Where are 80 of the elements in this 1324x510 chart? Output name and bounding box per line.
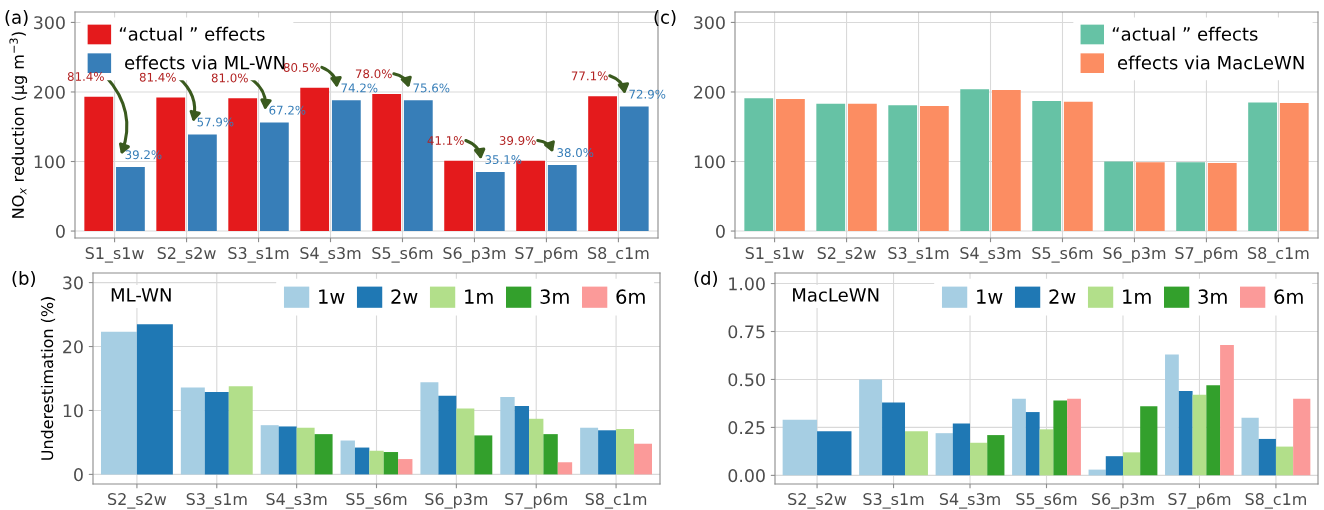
y-tick-label: 100 — [34, 155, 65, 169]
x-tick-label: S7_p6m — [515, 247, 578, 263]
legend-label: 1m — [1123, 289, 1151, 304]
y-tick-label: 300 — [34, 16, 65, 30]
chart-title: (d) — [694, 271, 717, 288]
annotation: MacLeWN — [793, 288, 879, 302]
annotation: 80.5% — [283, 63, 320, 72]
x-tick-label: S8_c1m — [588, 247, 649, 263]
legend-label: 6m — [616, 289, 645, 304]
x-tick-label: S3_s1m — [888, 247, 949, 263]
annotation: 75.6% — [413, 83, 450, 93]
y-tick-label: 0.75 — [728, 325, 765, 339]
annotation: 35.1% — [485, 155, 522, 164]
y-tick-label: 0.25 — [728, 421, 765, 435]
y-tick-label: 200 — [34, 85, 65, 99]
annotation: 72.9% — [629, 89, 666, 99]
x-tick-label: S6_p3m — [443, 247, 506, 263]
x-tick-label: S2_s2w — [788, 493, 847, 509]
y-tick-label: 300 — [694, 16, 725, 30]
x-tick-label: S2_s2w — [157, 247, 216, 263]
y-tick-label: 20 — [63, 340, 83, 354]
x-tick-label: S4_s3m — [300, 247, 361, 263]
legend-label: 1m — [465, 289, 493, 304]
chart-title: (a) — [5, 10, 28, 27]
x-tick-label: S1_s1w — [745, 247, 804, 263]
x-tick-label: S5_s6m — [372, 247, 433, 263]
y-tick-label: 1.00 — [729, 277, 765, 291]
x-tick-label: S4_s3m — [266, 493, 327, 509]
chart-title: (b) — [12, 271, 35, 288]
x-tick-label: S3_s1m — [186, 493, 247, 509]
annotation: ML-WN — [111, 288, 171, 302]
x-tick-label: S3_s1m — [228, 247, 289, 263]
x-tick-label: S5_s6m — [1032, 247, 1093, 263]
legend-label: “actual ” effects — [1112, 26, 1258, 41]
x-tick-label: S6_p3m — [1091, 493, 1154, 509]
x-tick-label: S7_p6m — [505, 493, 567, 509]
legend-label: 1w — [977, 289, 1003, 304]
x-tick-label: S8_c1m — [1248, 247, 1309, 263]
y-tick-label: 0 — [716, 224, 725, 238]
y-tick-label: 10 — [63, 404, 83, 418]
x-tick-label: S2_s2w — [817, 247, 876, 263]
x-tick-label: S1_s1w — [85, 247, 144, 263]
annotation: 81.4% — [139, 72, 176, 82]
legend-label: 6m — [1274, 289, 1303, 304]
x-tick-label: S2_s2w — [108, 493, 167, 509]
legend-label: 3m — [540, 289, 569, 304]
x-tick-label: S5_s6m — [1016, 493, 1077, 509]
x-tick-label: S6_p3m — [1103, 247, 1166, 263]
annotation: 81.4% — [67, 72, 104, 81]
y-tick-label: 100 — [694, 155, 725, 169]
x-tick-label: S4_s3m — [939, 493, 1000, 509]
chart-title: (c) — [654, 10, 676, 27]
y-tick-label: 0 — [56, 224, 65, 238]
x-tick-label: S7_p6m — [1175, 247, 1238, 263]
y-tick-label: 0.00 — [728, 469, 765, 483]
legend-label: 2w — [1049, 289, 1076, 304]
y-axis-title: NO$_{x}$ reduction (µg m$^{−3}$) — [9, 32, 28, 218]
x-tick-label: S8_c1m — [585, 493, 647, 509]
legend-label: 1w — [319, 289, 345, 304]
legend-label: 2w — [391, 289, 418, 304]
x-tick-label: S7_p6m — [1168, 493, 1231, 509]
y-tick-label: 200 — [694, 85, 725, 99]
x-tick-label: S4_s3m — [960, 247, 1021, 263]
annotation: 77.1% — [571, 71, 608, 81]
x-tick-label: S8_c1m — [1245, 493, 1306, 509]
annotation: 74.2% — [341, 83, 378, 93]
annotation: 78.0% — [355, 69, 392, 79]
annotation: 39.9% — [499, 136, 536, 145]
x-tick-label: S6_p3m — [425, 493, 488, 509]
annotation: 81.0% — [211, 73, 248, 83]
y-tick-label: 30 — [63, 276, 83, 290]
legend-label: effects via MacLeWN — [1117, 55, 1304, 70]
y-axis-title: Underestimation (%) — [40, 297, 56, 460]
x-tick-label: S3_s1m — [863, 493, 924, 509]
x-tick-label: S5_s6m — [346, 493, 407, 509]
legend-label: effects via ML-WN — [125, 55, 285, 70]
y-tick-label: 0.50 — [728, 373, 765, 387]
legend-label: 3m — [1198, 289, 1227, 304]
y-tick-label: 0 — [74, 468, 83, 482]
legend-label: “actual ” effects — [119, 26, 265, 41]
